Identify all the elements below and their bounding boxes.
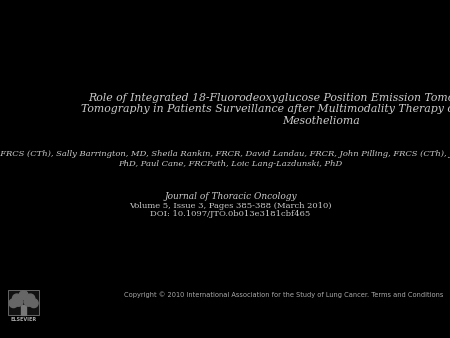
Text: Copyright © 2010 International Association for the Study of Lung Cancer. Terms a: Copyright © 2010 International Associati…: [124, 291, 444, 298]
Text: Role of Integrated 18-Fluorodeoxyglucose Position Emission Tomography-Computed
T: Role of Integrated 18-Fluorodeoxyglucose…: [81, 93, 450, 126]
Bar: [9, 290, 39, 315]
Bar: [21, 305, 26, 315]
Text: Carol Tan, FRCS (CTh), Sally Barrington, MD, Sheila Rankin, FRCR, David Landau, : Carol Tan, FRCS (CTh), Sally Barrington,…: [0, 150, 450, 158]
Circle shape: [29, 299, 38, 308]
Circle shape: [24, 297, 33, 306]
Circle shape: [9, 299, 18, 308]
Circle shape: [19, 291, 28, 299]
Text: PhD, Paul Cane, FRCPath, Loic Lang-Lazdunski, PhD: PhD, Paul Cane, FRCPath, Loic Lang-Lazdu…: [118, 160, 343, 168]
Text: ELSEVIER: ELSEVIER: [10, 317, 37, 322]
Text: DOI: 10.1097/JTO.0b013e3181cbf465: DOI: 10.1097/JTO.0b013e3181cbf465: [150, 210, 311, 218]
Circle shape: [14, 297, 23, 306]
Circle shape: [26, 294, 35, 303]
Text: Journal of Thoracic Oncology: Journal of Thoracic Oncology: [164, 192, 297, 201]
Circle shape: [13, 294, 21, 303]
Text: Volume 5, Issue 3, Pages 385-388 (March 2010): Volume 5, Issue 3, Pages 385-388 (March …: [130, 202, 332, 210]
